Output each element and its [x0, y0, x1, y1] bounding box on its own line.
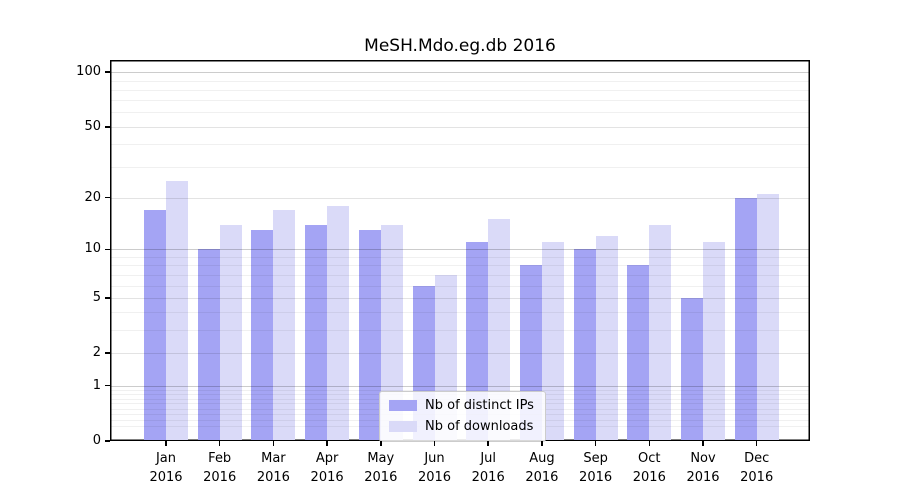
- x-tick-label: Jul 2016: [471, 451, 505, 485]
- gridline: [111, 297, 809, 299]
- gridline: [111, 89, 809, 91]
- gridline: [111, 312, 809, 314]
- x-tick-mark: [326, 441, 328, 446]
- bar-downloads: [219, 224, 242, 440]
- gridline: [111, 285, 809, 287]
- gridline: [111, 197, 809, 199]
- gridline: [111, 144, 809, 146]
- y-tick-label: 10: [84, 241, 101, 257]
- gridline: [111, 126, 809, 128]
- x-tick-mark: [541, 441, 543, 446]
- bar-distinct-ips: [358, 230, 381, 440]
- x-tick-label: Nov 2016: [686, 451, 720, 485]
- x-tick-label: Dec 2016: [740, 451, 774, 485]
- gridline: [111, 257, 809, 258]
- y-tick-label: 0: [92, 433, 101, 448]
- x-tick-mark: [755, 441, 758, 446]
- gridline: [111, 353, 809, 355]
- bars-layer: [110, 60, 810, 441]
- y-tick-mark: [105, 71, 110, 73]
- x-tick-mark: [648, 441, 651, 446]
- legend: Nb of distinct IPs Nb of downloads: [379, 391, 546, 442]
- y-tick-mark: [105, 384, 110, 387]
- y-tick-label: 2: [92, 345, 101, 361]
- x-tick-mark: [165, 441, 167, 446]
- x-tick-label: May 2016: [364, 451, 398, 485]
- legend-item-distinct-ips: Nb of distinct IPs: [389, 398, 536, 413]
- y-tick-mark: [105, 126, 110, 128]
- x-tick-label: Apr 2016: [310, 451, 344, 485]
- gridline: [111, 100, 809, 102]
- y-tick-mark: [105, 248, 110, 251]
- legend-label-downloads: Nb of downloads: [425, 419, 534, 434]
- y-tick-label: 100: [76, 64, 101, 80]
- y-tick-label: 20: [84, 189, 101, 205]
- bar-distinct-ips: [734, 197, 757, 440]
- gridline: [111, 274, 809, 276]
- bar-distinct-ips: [681, 297, 703, 440]
- gridline: [111, 265, 809, 267]
- y-tick-label: 5: [92, 289, 101, 305]
- bar-downloads: [327, 205, 350, 440]
- legend-swatch-distinct-ips: [389, 400, 417, 411]
- x-tick-mark: [594, 441, 597, 446]
- bar-distinct-ips: [305, 224, 328, 440]
- gridlines-layer: [110, 60, 810, 441]
- x-tick-label: Sep 2016: [579, 451, 613, 485]
- legend-item-downloads: Nb of downloads: [389, 419, 536, 434]
- gridline: [111, 72, 809, 74]
- x-tick-mark: [272, 441, 275, 446]
- x-tick-label: Mar 2016: [256, 451, 290, 485]
- bar-downloads: [756, 194, 779, 440]
- y-tick-label: 1: [92, 377, 101, 393]
- bar-distinct-ips: [573, 249, 596, 440]
- chart-title: MeSH.Mdo.eg.db 2016: [364, 36, 556, 56]
- gridline: [111, 80, 809, 82]
- bar-downloads: [649, 224, 672, 440]
- bar-distinct-ips: [251, 230, 274, 440]
- x-tick-mark: [702, 441, 704, 446]
- x-tick-label: Oct 2016: [632, 451, 666, 485]
- bar-downloads: [273, 210, 296, 440]
- x-tick-mark: [487, 441, 489, 446]
- gridline: [111, 112, 809, 114]
- bar-downloads: [595, 236, 618, 440]
- bar-distinct-ips: [627, 265, 650, 440]
- y-tick-mark: [105, 352, 110, 354]
- gridline: [111, 330, 809, 332]
- x-tick-mark: [433, 441, 436, 446]
- x-tick-label: Feb 2016: [203, 451, 237, 485]
- x-tick-label: Aug 2016: [525, 451, 559, 485]
- bar-downloads: [703, 242, 725, 440]
- x-tick-mark: [380, 441, 382, 446]
- bar-distinct-ips: [144, 210, 166, 440]
- y-tick-mark: [105, 440, 110, 442]
- y-tick-label: 50: [84, 118, 101, 134]
- gridline: [111, 166, 809, 168]
- bar-distinct-ips: [197, 249, 220, 440]
- gridline: [111, 385, 809, 387]
- gridline: [111, 249, 809, 251]
- legend-swatch-downloads: [389, 421, 417, 432]
- x-tick-mark: [218, 441, 221, 446]
- legend-label-distinct-ips: Nb of distinct IPs: [425, 398, 534, 413]
- y-tick-mark: [105, 297, 110, 299]
- plot-area: Nb of distinct IPs Nb of downloads: [110, 60, 810, 442]
- bar-downloads: [166, 180, 188, 440]
- x-tick-label: Jun 2016: [417, 451, 452, 485]
- x-tick-label: Jan 2016: [149, 451, 183, 485]
- y-tick-mark: [105, 196, 110, 199]
